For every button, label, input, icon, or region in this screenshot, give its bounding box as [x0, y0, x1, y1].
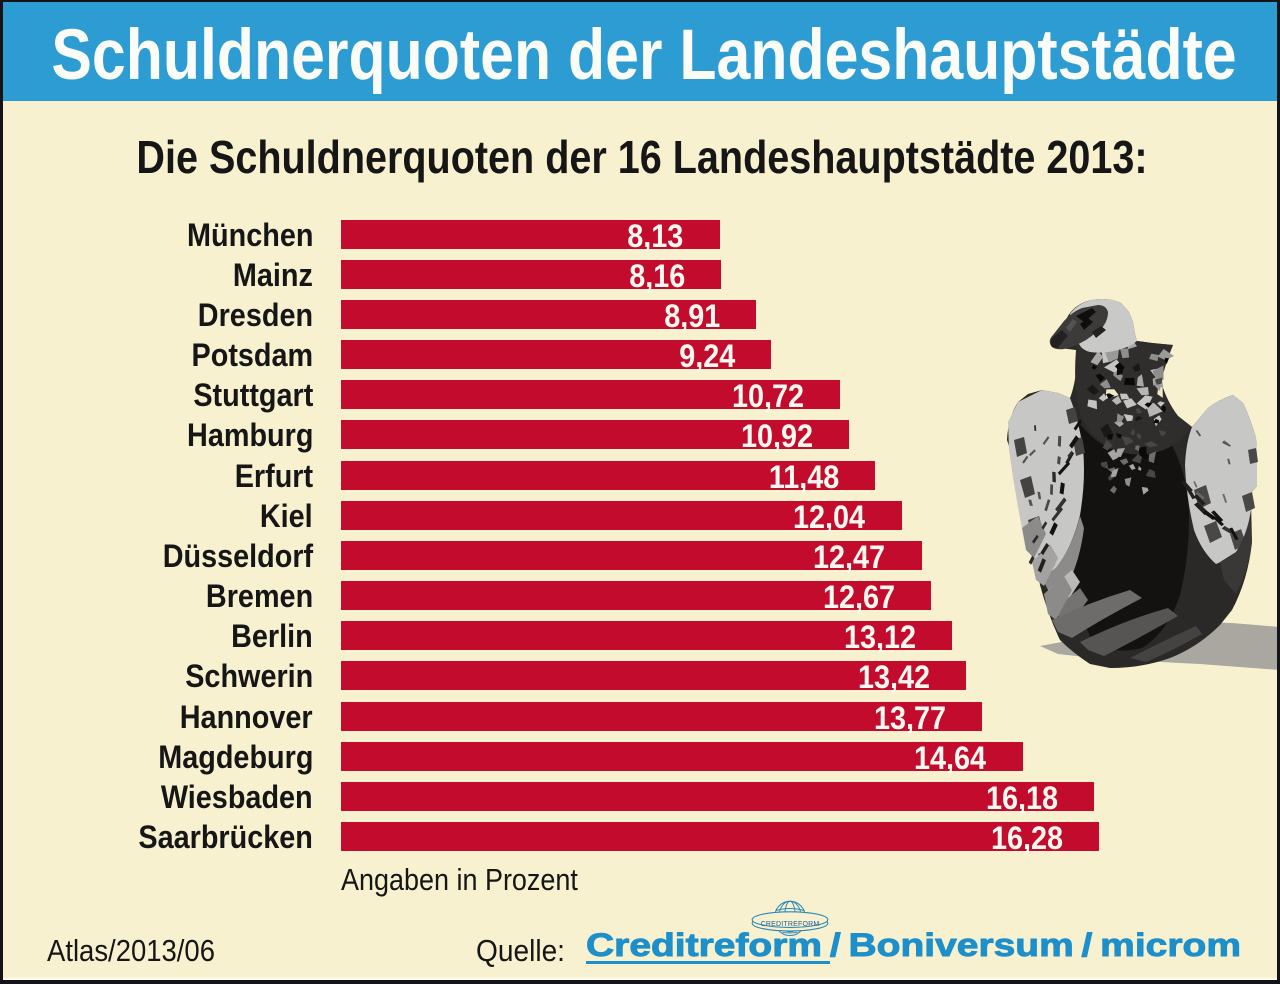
- svg-text:CREDITREFORM: CREDITREFORM: [761, 921, 820, 928]
